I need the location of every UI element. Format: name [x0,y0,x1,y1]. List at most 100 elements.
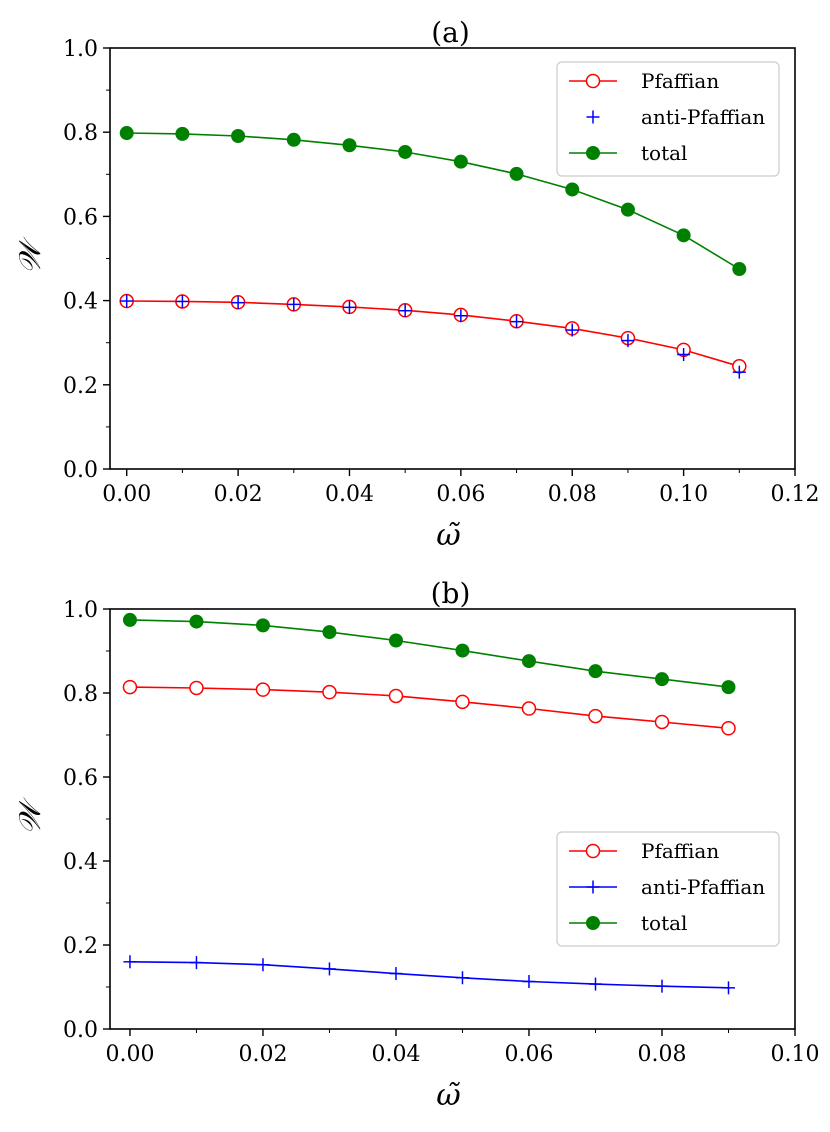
data-point [231,128,246,143]
data-point [565,323,579,337]
data-point [398,304,412,318]
y-tick-label: 0.6 [63,766,98,791]
data-point [119,126,134,141]
data-point [189,956,203,970]
legend-label: total [641,141,687,165]
y-tick-label: 1.0 [63,598,98,623]
y-tick-label: 0.8 [63,682,98,707]
legend-box [556,61,780,177]
series-anti-pfaffian [123,955,735,995]
series-line [129,961,729,989]
y-axis-label: 𝒲 [13,236,48,274]
legend-label: total [641,911,687,935]
data-point [521,701,537,716]
legend-marker [585,73,601,89]
legend-box [556,831,780,947]
series-pfaffian [119,293,747,374]
data-point [732,262,747,277]
legend-label: anti-Pfaffian [641,875,765,899]
panel-a: (a) 0.00 0.02 0.04 0.06 0.08 0.10 0.12 0.0 0.2 0.4… [13,16,819,553]
data-point [654,714,670,730]
legend-marker [585,843,601,859]
legend-marker [586,916,600,930]
x-tick-label: 0.04 [371,1042,420,1067]
x-tick-label: 0.04 [325,482,374,507]
data-point [342,138,357,153]
data-point [389,967,403,981]
data-point [521,654,536,669]
data-point [122,612,137,627]
data-point [588,708,603,724]
series-total [122,612,736,695]
data-point [588,664,603,679]
series-anti-pfaffian [120,294,746,379]
x-tick-label: 0.10 [659,482,708,507]
legend: Pfaffian anti-Pfaffian total [556,831,780,947]
x-tick-label: 0.02 [214,482,263,507]
x-tick-label: 0.02 [238,1042,287,1067]
x-tick-label: 0.08 [548,482,597,507]
data-point [721,981,735,995]
data-point [676,228,691,243]
data-point [588,977,602,991]
y-tick-label: 0.4 [63,850,98,875]
y-tick-label: 0.2 [63,374,98,399]
panel-b: (b) 0.00 0.02 0.04 0.06 0.08 0.10 0.0 0.2 0.4 0.6 0… [13,577,819,1113]
data-point [286,132,301,147]
data-point [189,680,204,696]
data-point [721,680,736,695]
y-tick-label: 0.8 [63,121,98,146]
legend-label: Pfaffian [641,839,719,863]
y-tick-label: 0.4 [63,290,98,315]
x-tick-label: 0.06 [436,482,485,507]
y-tick-label: 1.0 [63,37,98,62]
legend-marker [586,110,600,124]
data-point [175,294,189,308]
legend: Pfaffian anti-Pfaffian total [556,61,780,177]
data-point [287,297,301,311]
data-point [453,154,468,169]
x-tick-label: 0.06 [504,1042,553,1067]
panel-title: (a) [431,16,470,49]
series-line [129,686,729,730]
data-point [510,315,524,329]
series-pfaffian [122,679,736,736]
data-point [189,614,204,629]
series-line [126,300,740,368]
x-tick-label: 0.00 [102,482,151,507]
data-point [621,334,635,348]
data-point [509,166,524,181]
legend-label: Pfaffian [641,69,719,93]
data-point [721,721,736,736]
series-total [119,126,747,277]
y-tick-label: 0.6 [63,205,98,230]
data-point [342,300,356,314]
legend-marker [586,880,600,894]
x-tick-label: 0.10 [771,1042,820,1067]
y-axis-label: 𝒲 [13,797,48,835]
y-tick-label: 0.0 [63,458,98,483]
data-point [455,643,470,658]
data-point [522,975,536,989]
data-point [123,955,137,969]
data-point [654,672,669,687]
plot-frame [109,608,796,1030]
data-point [398,144,413,159]
data-point [677,347,691,361]
x-axis-label: ω̃ [436,1078,460,1113]
legend-label: anti-Pfaffian [641,105,765,129]
data-point [256,958,270,972]
legend-marker [586,146,600,160]
y-tick-label: 0.2 [63,934,98,959]
data-point [255,682,271,697]
data-point [620,202,635,217]
series-line [126,132,740,270]
data-point [455,694,470,710]
data-point [388,633,403,648]
x-tick-label: 0.08 [637,1042,686,1067]
data-point [322,684,337,700]
data-point [120,294,134,308]
data-point [565,182,580,197]
data-point [322,625,337,640]
